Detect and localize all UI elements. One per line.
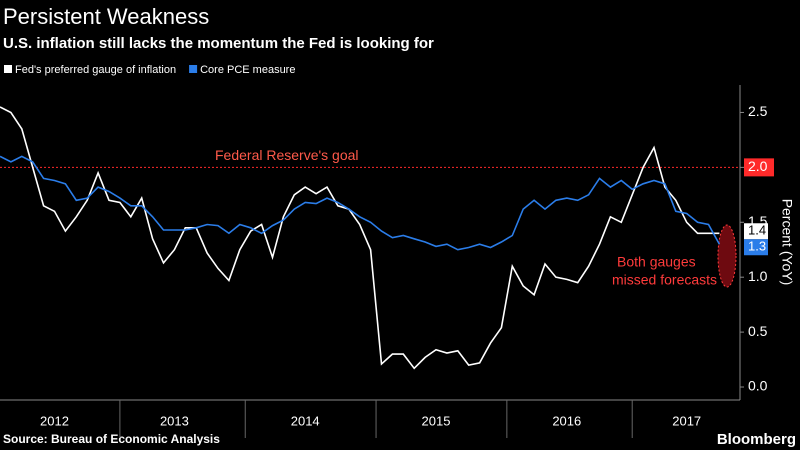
legend-swatch [189,65,198,73]
x-tick-label: 2016 [552,413,581,428]
note-text: missed forecasts [612,272,717,288]
chart-title: Persistent Weakness [3,4,209,29]
series-line [0,106,720,370]
legend-label: Core PCE measure [200,64,295,76]
note-ellipse [717,224,737,288]
y-tick-label: 0.0 [748,378,768,394]
y-tick-label: 2.0 [748,158,768,174]
source: Source: Bureau of Economic Analysis [3,432,220,446]
y-tick-label: 2.5 [748,103,768,119]
x-tick-label: 2013 [160,413,189,428]
series-line [0,155,721,251]
end-label: 1.4 [748,223,766,238]
goal-label: Federal Reserve's goal [215,147,359,163]
chart-subtitle: U.S. inflation still lacks the momentum … [3,35,434,52]
y-tick-label: 0.5 [748,323,768,339]
end-label-box [744,223,768,240]
y-axis-label: Percent (YoY) [779,199,795,286]
x-tick-label: 2012 [40,413,69,428]
legend-swatch [4,65,12,73]
x-tick-label: 2017 [672,413,701,428]
legend-label: Fed's preferred gauge of inflation [15,64,176,76]
brand: Bloomberg [717,431,796,448]
x-tick-label: 2014 [291,413,320,428]
end-label: 1.3 [748,239,766,254]
note-text: Both gauges [617,254,696,270]
goal-tick-box [744,158,774,177]
x-tick-label: 2015 [422,413,451,428]
end-label-box [744,239,768,256]
y-tick-label: 1.0 [748,268,768,284]
